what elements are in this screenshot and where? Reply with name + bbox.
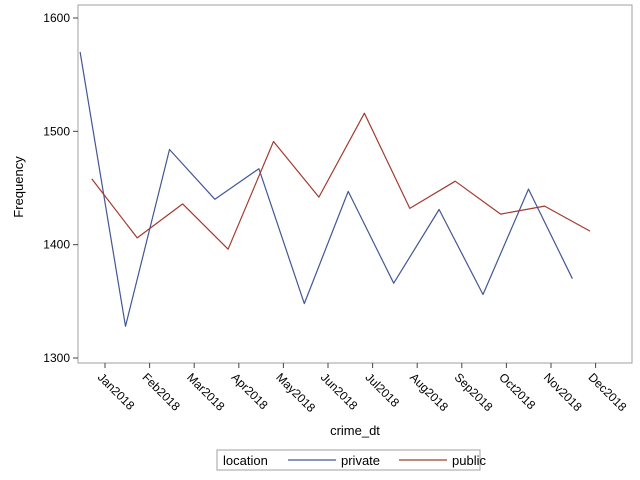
x-tick-label: Aug2018: [407, 370, 451, 414]
x-tick-label: May2018: [273, 370, 318, 415]
x-tick-label: Oct2018: [496, 370, 538, 412]
series-line-public: [91, 112, 591, 250]
x-axis: Jan2018 Feb2018 Mar2018 Apr2018 May2018 Jun20…: [95, 363, 630, 415]
y-tick-label: 1600: [43, 11, 70, 25]
y-axis-label: Frequency: [11, 156, 26, 218]
y-tick-label: 1400: [43, 238, 70, 252]
legend-box: [216, 449, 481, 471]
legend-label-public: public: [452, 453, 486, 468]
x-tick-label: Jan2018: [95, 370, 138, 413]
x-tick-label: Jun2018: [318, 370, 361, 413]
x-tick-label: Sep2018: [452, 370, 496, 414]
x-axis-label: crime_dt: [330, 423, 380, 438]
series-line-private: [79, 51, 573, 327]
y-tick-label: 1500: [43, 124, 70, 138]
x-tick-label: Apr2018: [229, 370, 271, 412]
legend-label-private: private: [341, 453, 380, 468]
x-tick-label: Nov2018: [541, 370, 585, 414]
x-tick-label: Feb2018: [139, 370, 183, 414]
legend-title: location: [223, 453, 268, 468]
x-tick-label: Jul2018: [362, 370, 402, 410]
x-tick-label: Mar2018: [184, 370, 228, 414]
x-tick-label: Dec2018: [585, 370, 629, 414]
y-axis: 1300 1400 1500 1600: [43, 11, 78, 365]
plot-area: [77, 4, 633, 364]
y-tick-label: 1300: [43, 351, 70, 365]
legend: location private public: [216, 449, 486, 471]
series-layer: [79, 51, 591, 327]
